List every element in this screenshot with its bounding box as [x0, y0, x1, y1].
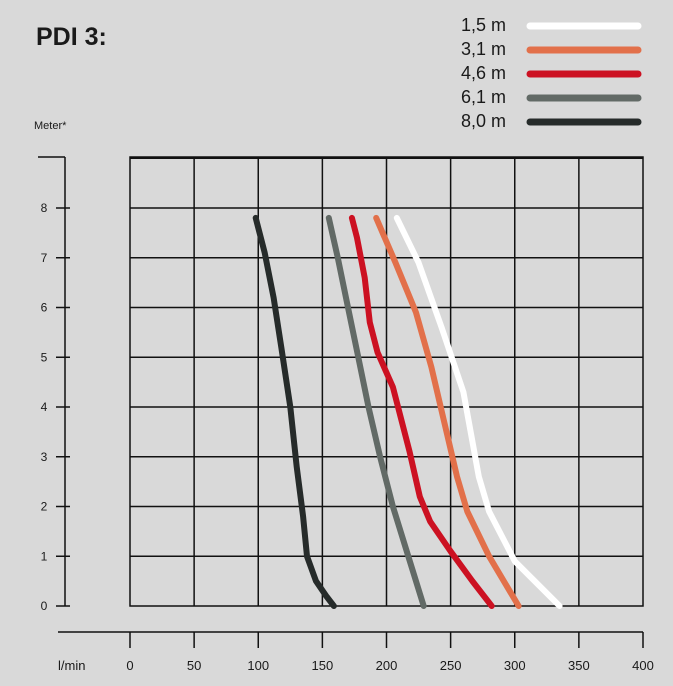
- series-line-2: [348, 214, 495, 609]
- series-line-4: [252, 214, 337, 609]
- x-tick-label: 350: [568, 658, 590, 673]
- series-line-3: [325, 214, 427, 609]
- x-tick-label: 200: [376, 658, 398, 673]
- x-axis-label: l/min: [58, 658, 85, 673]
- x-tick-label: 150: [312, 658, 334, 673]
- x-tick-label: 0: [126, 658, 133, 673]
- series-line-1: [373, 214, 522, 609]
- plot-area: [129, 156, 644, 609]
- y-tick-label: 1: [41, 549, 48, 563]
- y-tick-label: 6: [41, 301, 48, 315]
- y-axis-label: Meter*: [34, 120, 67, 132]
- y-tick-label: 2: [41, 500, 48, 514]
- x-tick-label: 400: [632, 658, 654, 673]
- chart-title: PDI 3:: [36, 23, 107, 51]
- series-line-0: [393, 214, 563, 609]
- x-tick-label: 100: [247, 658, 269, 673]
- y-tick-label: 8: [41, 201, 48, 215]
- y-axis: 0 1 2 3 4 5 6 7 8: [38, 156, 70, 613]
- x-tick-label: 300: [504, 658, 526, 673]
- x-tick-label: 250: [440, 658, 462, 673]
- y-tick-label: 5: [41, 350, 48, 364]
- legend-label: 1,5 m: [461, 15, 506, 35]
- y-tick-label: 3: [41, 450, 48, 464]
- legend-label: 8,0 m: [461, 111, 506, 131]
- y-tick-label: 7: [41, 251, 48, 265]
- y-tick-label: 0: [41, 599, 48, 613]
- legend: 1,5 m 3,1 m 4,6 m 6,1 m 8,0 m: [461, 15, 642, 131]
- x-tick-label: 50: [187, 658, 201, 673]
- legend-label: 4,6 m: [461, 63, 506, 83]
- y-tick-label: 4: [41, 400, 48, 414]
- legend-label: 6,1 m: [461, 87, 506, 107]
- x-axis: 0 50 100 150 200 250 300 350 400: [58, 631, 654, 673]
- legend-label: 3,1 m: [461, 39, 506, 59]
